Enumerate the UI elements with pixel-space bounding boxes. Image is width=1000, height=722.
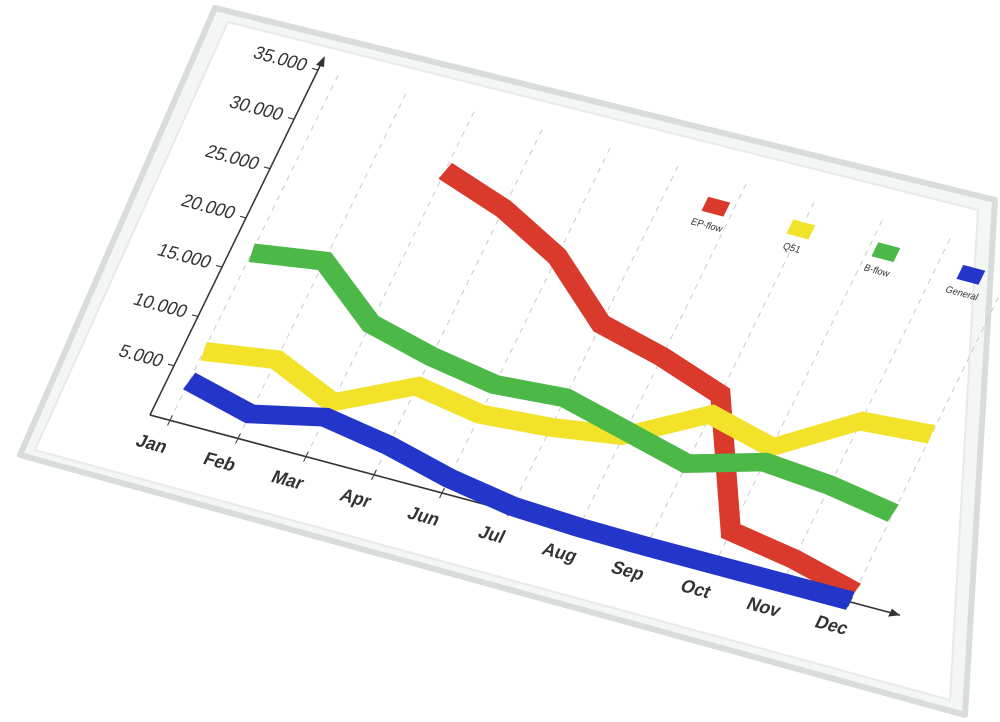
y-tick [311,67,319,71]
y-tick [167,363,175,367]
grid-line [441,147,611,494]
legend-swatch [871,242,901,263]
series-line [183,372,855,610]
series-line [200,342,936,458]
series-line [248,243,899,522]
x-tick [303,451,309,462]
y-tick [263,166,271,170]
x-tick [167,415,173,426]
grid-line [373,129,543,475]
grid-line [645,202,815,548]
y-tick [215,265,223,268]
y-tick [191,314,199,317]
grid-line [305,111,475,457]
legend-swatch [956,264,986,285]
grid-line [509,165,679,512]
grid-line [713,220,883,566]
x-tick [235,433,241,444]
y-tick [239,215,247,219]
x-tick [371,469,377,480]
x-tick [439,487,445,499]
series-line [438,162,861,601]
legend-swatch [701,196,731,217]
grid-line [849,256,1000,603]
x-arrow [888,608,900,617]
grid-line [781,238,951,584]
y-tick [287,117,295,120]
legend-label: Q51 [781,241,803,256]
legend-swatch [786,219,816,240]
y-arrow [315,56,325,68]
